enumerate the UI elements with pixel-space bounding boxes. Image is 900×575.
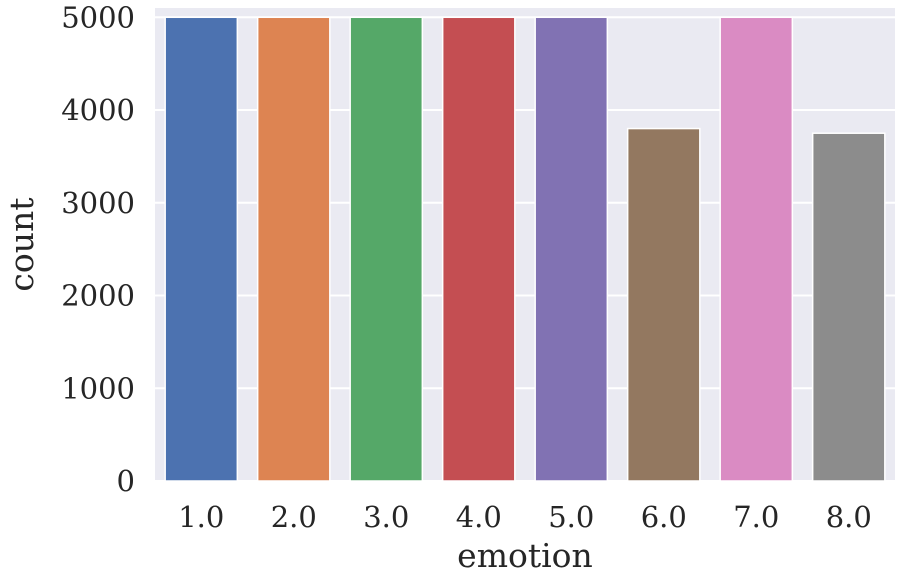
bar-8.0 [811, 132, 886, 482]
y-axis-ticks: 0 1000 2000 3000 4000 5000 [61, 0, 135, 498]
y-tick-label: 1000 [61, 371, 135, 405]
x-tick-label: 7.0 [733, 500, 779, 534]
y-axis-label: count [2, 197, 41, 291]
x-tick-label: 8.0 [826, 500, 872, 534]
x-tick-label: 4.0 [456, 500, 502, 534]
bar-1.0 [164, 16, 239, 482]
bar-5.0 [534, 16, 609, 482]
x-tick-label: 2.0 [271, 500, 317, 534]
y-tick-label: 0 [117, 464, 135, 498]
bar-2.0 [256, 16, 331, 482]
x-tick-label: 6.0 [641, 500, 687, 534]
bar-4.0 [441, 16, 516, 482]
bars [164, 16, 886, 482]
x-axis-label: emotion [457, 536, 593, 575]
bar-6.0 [626, 127, 701, 482]
x-tick-label: 5.0 [548, 500, 594, 534]
y-tick-label: 2000 [61, 279, 135, 313]
y-tick-label: 4000 [61, 93, 135, 127]
x-tick-label: 3.0 [363, 500, 409, 534]
y-tick-label: 5000 [61, 0, 135, 34]
bar-3.0 [349, 16, 424, 482]
y-tick-label: 3000 [61, 186, 135, 220]
bar-7.0 [719, 16, 794, 482]
x-axis-ticks: 1.0 2.0 3.0 4.0 5.0 6.0 7.0 8.0 [178, 500, 872, 534]
x-tick-label: 1.0 [178, 500, 224, 534]
